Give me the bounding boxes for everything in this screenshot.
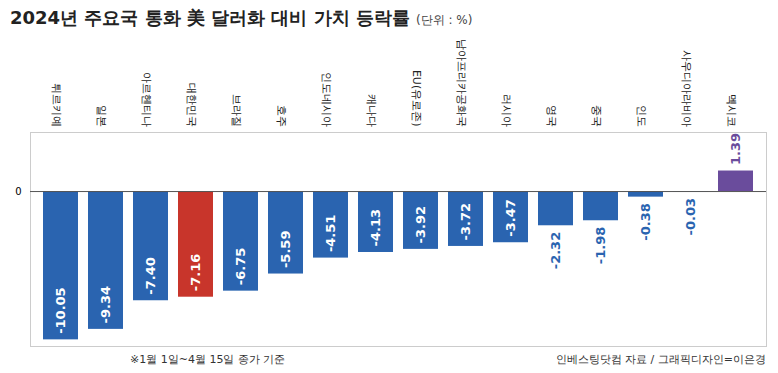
svg-text:튀르키예: 튀르키예 [50, 83, 63, 127]
svg-text:남아프리카공화국: 남아프리카공화국 [455, 39, 468, 127]
svg-text:캐나다: 캐나다 [365, 94, 378, 127]
svg-text:-6.75: -6.75 [233, 248, 248, 285]
html-text:인베스팅닷컴 자료 / 그래픽디자인=이은경: 인베스팅닷컴 자료 / 그래픽디자인=이은경 [555, 353, 766, 366]
svg-text:-0.38: -0.38 [638, 203, 653, 240]
svg-text:호주: 호주 [275, 105, 288, 127]
svg-text:EU(유로존): EU(유로존) [410, 70, 423, 127]
svg-text:-2.32: -2.32 [548, 232, 563, 269]
svg-text:인도: 인도 [635, 105, 648, 127]
svg-text:-3.72: -3.72 [458, 203, 473, 240]
svg-text:사우디아라비아: 사우디아라비아 [680, 50, 693, 127]
svg-text:-7.40: -7.40 [143, 257, 158, 294]
svg-text:브라질: 브라질 [230, 94, 243, 127]
svg-text:-4.51: -4.51 [323, 215, 338, 252]
svg-text:-5.59: -5.59 [278, 231, 293, 268]
svg-text:1.39: 1.39 [728, 133, 743, 165]
svg-text:멕시코: 멕시코 [725, 94, 738, 127]
svg-text:중국: 중국 [590, 105, 603, 127]
svg-text:러시아: 러시아 [500, 94, 513, 127]
svg-text:대한민국: 대한민국 [185, 83, 198, 127]
svg-text:-7.16: -7.16 [188, 254, 203, 291]
svg-text:인도네시아: 인도네시아 [320, 72, 333, 127]
html-text:2024년 주요국 통화 美 달러화 대비 가치 등락률 (: 2024년 주요국 통화 美 달러화 대비 가치 등락률 (단위 : %) [10, 7, 473, 28]
svg-text:일본: 일본 [95, 105, 108, 127]
svg-text:-9.34: -9.34 [98, 286, 113, 323]
svg-text:-3.92: -3.92 [413, 206, 428, 243]
svg-text:아르헨티나: 아르헨티나 [140, 72, 153, 127]
svg-text:-3.47: -3.47 [503, 199, 518, 236]
svg-text:-0.03: -0.03 [683, 198, 698, 235]
svg-text:0: 0 [15, 186, 21, 197]
html-text:※1월 1일~4월 15일 종가 기준: ※1월 1일~4월 15일 종가 기준 [130, 353, 286, 366]
svg-text:-4.13: -4.13 [368, 209, 383, 246]
svg-text:-1.98: -1.98 [593, 227, 608, 264]
svg-text:-10.05: -10.05 [53, 287, 68, 334]
svg-text:영국: 영국 [545, 105, 558, 127]
